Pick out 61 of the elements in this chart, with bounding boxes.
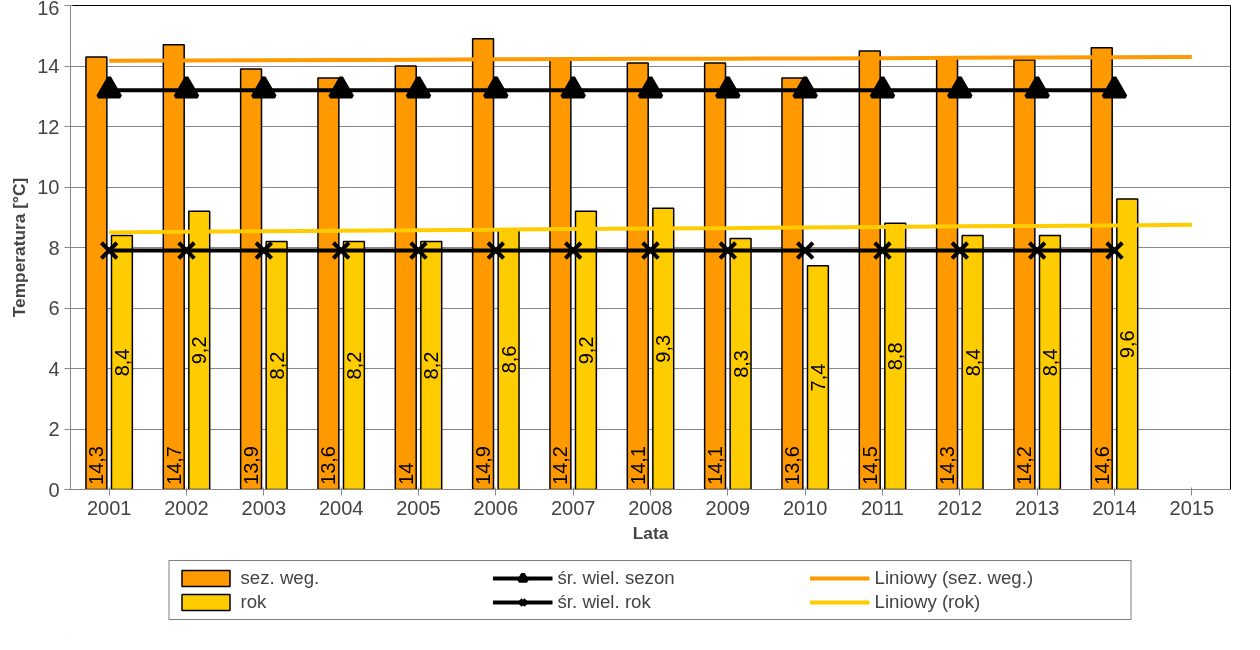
y-tick-label: 0	[48, 478, 60, 501]
data-label: 14,3	[85, 446, 108, 485]
data-label: 13,6	[781, 446, 804, 485]
legend-label: rok	[240, 591, 268, 613]
x-tick-label: 2012	[937, 496, 983, 519]
y-tick-label: 2	[48, 418, 60, 440]
x-tick-label: 2014	[1092, 496, 1137, 519]
y-tick-label: 14	[37, 55, 60, 77]
legend-label: śr. wiel. sezon	[557, 567, 676, 589]
y-tick-label: 6	[48, 297, 60, 319]
data-label: 8,2	[420, 351, 443, 380]
legend-label: Liniowy (rok)	[874, 591, 982, 613]
y-tick-label: 10	[37, 176, 60, 198]
y-tick-label: 8	[48, 236, 60, 259]
x-tick-label: 2001	[86, 496, 132, 519]
data-label: 8,2	[265, 351, 288, 380]
data-label: 8,4	[961, 348, 984, 377]
data-label: 9,3	[652, 334, 675, 363]
legend-label: Liniowy (sez. weg.)	[874, 567, 1035, 589]
data-label: 8,3	[729, 350, 752, 378]
data-label: 14,5	[858, 446, 881, 485]
data-label: 8,8	[884, 342, 907, 371]
data-label: 9,6	[1116, 330, 1139, 359]
data-label: 7,4	[806, 363, 829, 392]
x-tick-label: 2004	[318, 496, 364, 519]
data-label: 13,9	[240, 446, 263, 485]
data-label: 14,9	[472, 446, 495, 485]
y-tick-label: 12	[37, 115, 60, 138]
x-tick-label: 2008	[628, 496, 673, 519]
data-label: 14,1	[626, 446, 649, 485]
data-label: 8,2	[342, 351, 365, 380]
x-axis-title: Lata	[632, 522, 669, 543]
x-tick-label: 2011	[861, 496, 905, 519]
x-tick-label: 2006	[473, 496, 519, 519]
legend-label: sez. weg.	[240, 567, 321, 589]
data-label: 14,2	[1013, 446, 1036, 485]
x-tick-label: 2013	[1014, 496, 1060, 519]
data-label: 8,6	[497, 345, 520, 374]
x-tick-label: 2007	[550, 496, 596, 519]
x-tick-label: 2015	[1169, 496, 1215, 519]
data-label: 14,2	[549, 446, 572, 485]
x-tick-label: 2010	[782, 496, 828, 519]
legend-label: śr. wiel. rok	[557, 591, 652, 613]
x-tick-label: 2002	[164, 496, 209, 519]
data-label: 8,4	[1038, 348, 1061, 377]
y-axis-title: Temperatura [°C]	[9, 177, 30, 318]
data-label: 14,7	[162, 446, 185, 485]
bar	[806, 264, 830, 490]
data-label: 8,4	[110, 348, 133, 377]
y-tick-label: 4	[48, 357, 60, 380]
data-label: 14,1	[704, 446, 727, 485]
data-label: 14	[394, 462, 417, 485]
data-label: 13,6	[317, 446, 340, 485]
data-label: 14,3	[936, 446, 959, 485]
data-label: 9,2	[188, 336, 211, 365]
data-label: 14,6	[1090, 446, 1113, 485]
x-tick-label: 2009	[705, 496, 751, 519]
data-label: 9,2	[574, 336, 597, 365]
x-tick-label: 2003	[241, 496, 287, 519]
x-tick-label: 2005	[396, 496, 441, 519]
y-tick-label: 16	[37, 0, 60, 19]
